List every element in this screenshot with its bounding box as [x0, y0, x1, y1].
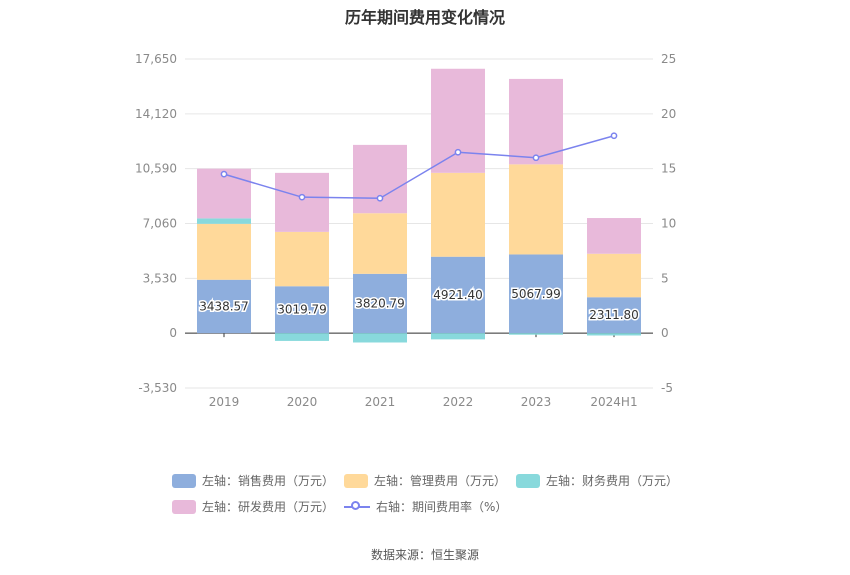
bar-segment-series-1	[431, 172, 485, 257]
bar-segment-series-3	[431, 68, 485, 173]
rate-line-point	[454, 148, 462, 156]
bar-segment-series-0	[587, 297, 641, 334]
data-source: 数据来源：恒生聚源	[370, 548, 479, 562]
legend-label: 左轴：管理费用（万元）	[374, 474, 507, 488]
bar-data-label: 3438.57	[199, 299, 249, 313]
legend-item[interactable]: 左轴：销售费用（万元）	[172, 472, 334, 489]
bar-data-label: 2311.80	[589, 308, 639, 322]
legend-item[interactable]: 左轴：管理费用（万元）	[344, 472, 506, 489]
bar-segment-series-0	[353, 273, 407, 334]
legend-swatch	[516, 473, 540, 488]
legend-label: 左轴：研发费用（万元）	[202, 500, 335, 514]
bar-segment-series-2	[587, 333, 641, 336]
right-axis-tick-label: 5	[661, 271, 669, 285]
rate-line-point	[532, 154, 540, 162]
left-axis-tick-label: 10,590	[135, 162, 177, 176]
bar-segment-series-0	[431, 256, 485, 334]
category-label: 2021	[365, 395, 396, 409]
bar-segment-series-1	[275, 231, 329, 287]
rate-line	[223, 135, 615, 200]
bar-segment-series-0	[509, 254, 563, 334]
chart-title: 历年期间费用变化情况	[344, 8, 505, 27]
right-axis-tick-label: 15	[661, 162, 676, 176]
rate-line-point	[298, 193, 306, 201]
bar-segment-series-3	[353, 144, 407, 214]
right-axis-tick-label: 0	[661, 326, 669, 340]
bar-segment-series-1	[509, 164, 563, 255]
bar-segment-series-1	[353, 213, 407, 274]
legend-item[interactable]: 左轴：财务费用（万元）	[516, 472, 678, 489]
left-axis-tick-label: 7,060	[143, 217, 177, 231]
left-axis-tick-label: -3,530	[138, 381, 177, 395]
category-label: 2023	[521, 395, 552, 409]
rate-line-point	[220, 170, 228, 178]
bar-data-label: 3019.79	[277, 303, 327, 317]
bar-data-label: 4921.40	[433, 288, 483, 302]
legend-label: 右轴：期间费用率（%）	[376, 500, 508, 514]
legend-item[interactable]: 左轴：研发费用（万元）	[172, 498, 334, 515]
right-axis-tick-label: -5	[661, 381, 673, 395]
rate-line-point	[610, 132, 618, 140]
bar-segment-series-2	[275, 333, 329, 341]
bar-segment-series-2	[197, 218, 251, 224]
left-axis-tick-label: 3,530	[143, 271, 177, 285]
rate-line-point	[376, 194, 384, 202]
bar-segment-series-2	[353, 333, 407, 343]
category-label: 2020	[287, 395, 318, 409]
bar-segment-series-3	[275, 172, 329, 232]
legend-swatch	[172, 499, 196, 514]
right-axis-tick-label: 25	[661, 52, 676, 66]
bar-segment-series-1	[587, 253, 641, 298]
bar-segment-series-0	[197, 279, 251, 334]
legend-item[interactable]: 右轴：期间费用率（%）	[344, 498, 507, 515]
left-axis-tick-label: 17,650	[135, 52, 177, 66]
left-axis-tick-label: 0	[169, 326, 177, 340]
bar-data-label: 5067.99	[511, 287, 561, 301]
category-label: 2019	[209, 395, 240, 409]
right-axis-tick-label: 20	[661, 107, 676, 121]
bar-segment-series-1	[197, 223, 251, 280]
legend-label: 左轴：销售费用（万元）	[202, 474, 335, 488]
right-axis-tick-label: 10	[661, 217, 676, 231]
left-axis-tick-label: 14,120	[135, 107, 177, 121]
bar-segment-series-2	[431, 333, 485, 340]
category-label: 2022	[443, 395, 474, 409]
legend-swatch	[344, 473, 368, 488]
bar-segment-series-2	[509, 333, 563, 335]
legend-dot	[351, 500, 360, 510]
legend-label: 左轴：财务费用（万元）	[546, 474, 679, 488]
bar-segment-series-3	[587, 218, 641, 254]
category-label: 2024H1	[590, 395, 637, 409]
bar-segment-series-3	[509, 78, 563, 165]
legend-line-marker-icon	[344, 500, 370, 514]
bar-segment-series-0	[275, 286, 329, 334]
legend-swatch	[172, 473, 196, 488]
bar-data-label: 3820.79	[355, 296, 405, 310]
